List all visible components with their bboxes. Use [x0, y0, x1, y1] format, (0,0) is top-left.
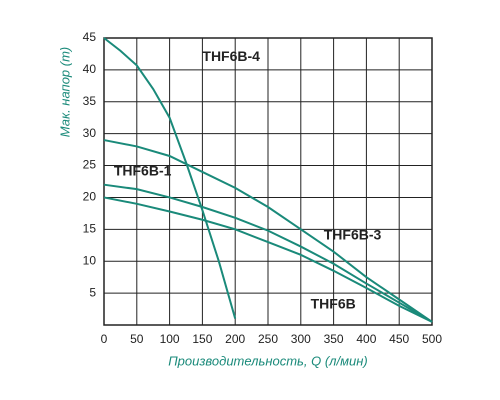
- y-tick-label: 20: [83, 190, 97, 204]
- y-tick-label: 30: [83, 126, 97, 140]
- x-tick-label: 500: [422, 332, 442, 346]
- series-line: [103, 139, 433, 323]
- x-tick-label: 50: [130, 332, 144, 346]
- series-label: THF6B: [311, 295, 356, 311]
- y-tick-label: 35: [83, 94, 97, 108]
- series-line: [103, 196, 433, 323]
- series-label: THF6B-4: [202, 48, 260, 64]
- series-label: THF6B-3: [324, 226, 382, 242]
- y-tick-label: 15: [83, 222, 97, 236]
- x-axis-title: Производительность, Q (л/мин): [168, 353, 368, 368]
- series-line: [103, 183, 433, 323]
- x-tick-label: 150: [192, 332, 212, 346]
- x-tick-label: 350: [324, 332, 344, 346]
- x-tick-label: 300: [291, 332, 311, 346]
- x-tick-label: 200: [225, 332, 245, 346]
- y-tick-label: 10: [83, 253, 97, 267]
- x-tick-label: 400: [356, 332, 376, 346]
- y-tick-label: 40: [83, 62, 97, 76]
- x-tick-label: 250: [258, 332, 278, 346]
- y-axis-title: Мак. напор (m): [57, 47, 72, 138]
- x-tick-label: 100: [160, 332, 180, 346]
- series-label: THF6B-1: [114, 163, 172, 179]
- plot-frame: [103, 37, 433, 326]
- series-line: [103, 37, 237, 319]
- x-tick-label: 450: [389, 332, 409, 346]
- y-tick-label: 5: [89, 285, 96, 299]
- y-tick-label: 45: [83, 30, 97, 44]
- x-tick-label: 0: [101, 332, 108, 346]
- y-tick-label: 25: [83, 158, 97, 172]
